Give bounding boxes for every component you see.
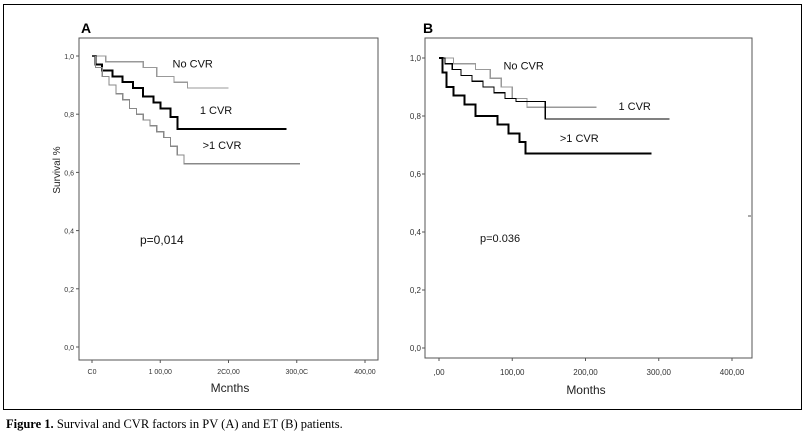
panel-a-p-value: p=0,014 [140, 233, 184, 247]
panel-a-x-axis-label: Mcnths [211, 381, 250, 395]
panel-b-p-value: p=0.036 [480, 233, 520, 245]
panel-b-label: B [423, 20, 433, 36]
panel-a-series-label-no-cvr: No CVR [173, 59, 213, 71]
caption-text: Survival and CVR factors in PV (A) and E… [56, 417, 343, 431]
panel-b-y-tick-label: 0,6 [410, 170, 422, 179]
panel-b-series-no-cvr [439, 57, 597, 108]
panel-b-y-tick-label: 0,8 [410, 112, 422, 121]
panel-b-series-1-cvr [439, 57, 670, 120]
panel-b-y-tick-label: 1,0 [410, 54, 422, 63]
panel-b-series-label-gt1-cvr: >1 CVR [560, 133, 599, 145]
panel-a-y-tick-label: 0,8 [64, 112, 74, 119]
figure-frame [3, 4, 802, 410]
panel-b-x-tick-label: ,00 [433, 368, 445, 377]
panel-a-plot-area [78, 37, 379, 361]
panel-a-series-no-cvr [92, 55, 229, 89]
panel-b-y-tick-label: 0,4 [410, 228, 422, 237]
panel-b-series-label-no-cvr: No CVR [503, 61, 543, 73]
panel-b-x-tick-label: 200,00 [573, 368, 598, 377]
panel-b-series-gt1-cvr [439, 57, 652, 155]
panel-b-x-tick-label: 300,00 [647, 368, 672, 377]
panel-b-plot-area [424, 37, 753, 359]
panel-b-y-tick-label: 0,2 [410, 286, 422, 295]
panel-a-series-gt1-cvr [92, 55, 301, 165]
panel-a-series-label-1-cvr: 1 CVR [200, 105, 232, 117]
panel-a-y-tick-label: 0,6 [64, 170, 74, 177]
panel-a-x-tick-label: 300,0C [285, 369, 308, 376]
panel-a-y-axis-label: Survival % [52, 146, 63, 193]
panel-b-y-tick-label: 0,0 [410, 344, 422, 353]
panel-a-y-tick-label: 0,0 [64, 345, 74, 352]
panel-a-x-tick-label: C0 [88, 369, 97, 376]
panel-a-label: A [81, 20, 91, 36]
panel-b-series-label-1-cvr: 1 CVR [618, 101, 650, 113]
panel-a-y-tick-label: 1,0 [64, 54, 74, 61]
figure-caption: Figure 1. Survival and CVR factors in PV… [6, 417, 343, 432]
panel-a-x-tick-label: 1 00,00 [149, 369, 172, 376]
panel-a-series-label-gt1-cvr: >1 CVR [203, 140, 242, 152]
panel-b-x-tick-label: 400,00 [720, 368, 745, 377]
panel-a-y-tick-label: 0,4 [64, 229, 74, 236]
panel-b-x-tick-label: 100,00 [500, 368, 525, 377]
panel-a-x-tick-label: 400,00 [354, 369, 376, 376]
panel-a-y-tick-label: 0,2 [64, 287, 74, 294]
panel-b-x-axis-label: Months [566, 383, 605, 397]
caption-label: Figure 1. [6, 417, 54, 431]
panel-a-x-tick-label: 2C0,00 [217, 369, 240, 376]
